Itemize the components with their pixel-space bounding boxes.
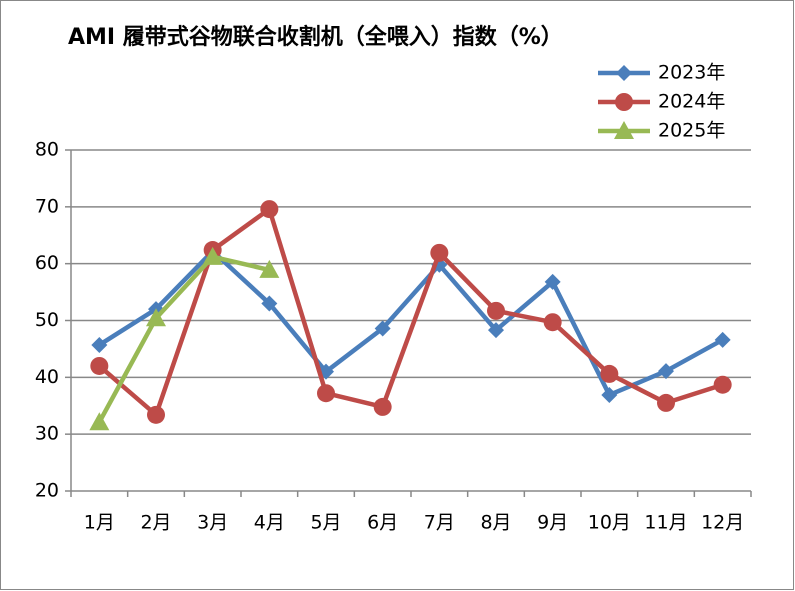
marker xyxy=(91,336,108,353)
x-tick-label: 11月 xyxy=(644,512,687,534)
y-tick-label: 20 xyxy=(35,480,59,502)
marker xyxy=(373,397,392,416)
marker xyxy=(600,364,619,383)
x-tick-label: 4月 xyxy=(254,512,285,534)
y-tick-label: 50 xyxy=(35,309,59,331)
legend-label: 2023年 xyxy=(658,62,725,84)
marker xyxy=(374,320,391,337)
marker xyxy=(544,273,561,290)
marker xyxy=(658,363,674,380)
series-line xyxy=(98,248,724,398)
x-tick-label: 1月 xyxy=(84,512,115,534)
x-tick-label: 6月 xyxy=(367,512,398,534)
marker xyxy=(657,393,675,412)
marker xyxy=(488,322,504,339)
marker xyxy=(260,200,279,219)
marker xyxy=(614,121,634,139)
marker xyxy=(616,65,632,81)
y-tick-label: 60 xyxy=(35,252,59,274)
legend-label: 2024年 xyxy=(658,91,725,113)
marker xyxy=(146,308,166,327)
x-tick-label: 5月 xyxy=(310,512,341,534)
marker xyxy=(317,384,335,403)
legend-label: 2025年 xyxy=(658,120,725,142)
marker xyxy=(89,412,110,431)
marker xyxy=(601,386,618,403)
y-tick-label: 30 xyxy=(35,423,59,445)
marker xyxy=(713,375,732,394)
x-tick-label: 2月 xyxy=(140,512,171,534)
x-tick-label: 9月 xyxy=(537,512,568,534)
y-tick-label: 80 xyxy=(35,139,59,161)
x-tick-label: 7月 xyxy=(424,512,455,534)
x-tick-label: 10月 xyxy=(588,512,631,534)
marker xyxy=(714,331,731,348)
marker xyxy=(543,313,562,332)
marker xyxy=(261,295,278,312)
marker xyxy=(202,246,223,265)
marker xyxy=(487,301,505,320)
x-tick-label: 8月 xyxy=(480,512,511,534)
series-line xyxy=(97,254,270,424)
x-tick-label: 3月 xyxy=(197,512,228,534)
y-tick-label: 40 xyxy=(35,366,59,388)
chart-title: AMI 履带式谷物联合收割机（全喂入）指数（%） xyxy=(68,24,563,50)
marker xyxy=(615,93,633,111)
x-tick-label: 12月 xyxy=(701,512,744,534)
marker xyxy=(259,259,280,278)
marker xyxy=(430,243,449,262)
marker xyxy=(90,356,109,375)
marker xyxy=(147,405,165,424)
series-line xyxy=(97,206,724,418)
y-tick-label: 70 xyxy=(35,195,59,217)
